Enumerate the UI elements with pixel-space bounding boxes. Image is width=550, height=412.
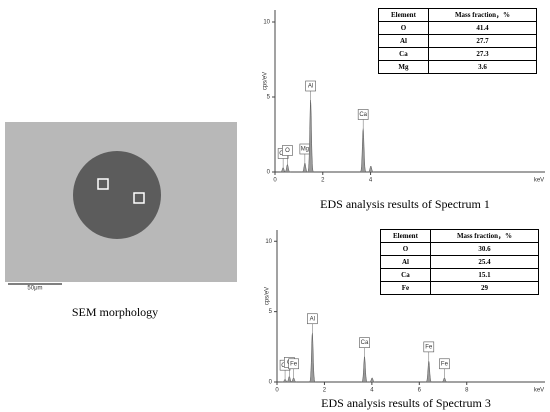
table-cell: 29 [429,281,540,295]
peak [283,164,291,173]
table-header: Element Mass fraction，% [378,8,538,22]
peak-label-box [305,80,316,92]
peak-label-box [359,337,370,348]
particle [73,151,161,239]
y-tick-label: 5 [269,309,273,315]
table-cell: Al [378,34,429,48]
table-row: O 41.4 [378,21,538,35]
x-tick-label: 4 [370,388,374,394]
table-row: Al 27.7 [378,34,538,48]
table-row: Ca 15.1 [380,268,540,282]
peak-label: Fe [290,361,298,367]
table-cell: 27.7 [427,34,538,48]
peak [425,360,433,383]
peak [285,375,293,383]
table-row: Mg 3.6 [378,60,538,74]
peak [301,162,309,173]
table-row: Ca 27.3 [378,47,538,61]
peak-label-box [423,341,435,353]
peak-label: Al [308,84,313,90]
table-cell: 41.4 [427,21,538,35]
table-cell: O [380,242,431,256]
peak [307,99,315,173]
peak-label: Fe [425,344,433,350]
y-tick-label: 10 [265,239,272,245]
caption: EDS analysis results of Spectrum 3 [321,396,491,410]
table-cell: Ca [378,47,429,61]
peak-label-box [439,358,450,370]
y-tick-label: 0 [267,170,271,176]
x-axis-label: keV [534,178,544,184]
y-tick-label: 5 [267,95,271,101]
table-cell: 30.6 [429,242,540,256]
table-cell: Element [380,229,431,243]
x-tick-label: 6 [418,388,422,394]
table-cell: 27.3 [427,47,538,61]
table-row: Al 25.4 [380,255,540,269]
peak-label: O [285,148,290,154]
peak-label: Ca [359,112,367,118]
spectrum-region [97,178,109,190]
y-tick-label: 10 [263,20,270,26]
x-axis-label: keV [534,388,544,394]
peak [308,332,316,383]
peak-label: Mg [301,147,309,153]
composition-table: Element Mass fraction，% O 30.6 Al 25.4 Ca 15.1 F… [380,229,540,295]
peak [359,128,367,173]
table-cell: Fe [380,281,431,295]
x-tick-label: 2 [323,388,327,394]
peak [367,165,375,173]
table-cell: 15.1 [429,268,540,282]
peak [361,356,368,383]
x-tick-label: 0 [275,388,279,394]
peak [368,377,376,383]
spectrum-region [133,192,145,204]
peak-label-box [282,145,293,156]
peak-label: Fe [441,361,449,367]
peak-label-box [288,358,299,370]
y-tick-label: 0 [269,380,273,386]
x-tick-label: 0 [273,178,277,184]
table-cell: Mass fraction，% [427,8,538,22]
composition-table: Element Mass fraction，% O 41.4 Al 27.7 Ca 27.3 M… [378,8,538,74]
peak-label-box [357,109,369,120]
x-tick-label: 4 [369,178,373,184]
peak [441,377,448,383]
table-cell: Mg [378,60,429,74]
x-tick-label: 8 [465,388,469,394]
x-tick-label: 2 [321,178,325,184]
table-cell: Ca [380,268,431,282]
peak-label: Al [310,316,315,322]
table-cell: 25.4 [429,255,540,269]
table-row: O 30.6 [380,242,540,256]
table-cell: Mass fraction，% [429,229,540,243]
caption: SEM morphology [72,305,158,319]
peak-label: Ca [361,340,369,346]
peak [290,377,298,383]
y-axis-label: cps/eV [265,287,271,305]
peak-label-box [307,313,318,325]
table-cell: Element [378,8,429,22]
table-cell: Al [380,255,431,269]
table-cell: O [378,21,429,35]
y-axis-label: cps/eV [263,72,269,90]
scale-label: 50μm [27,286,42,292]
table-header: Element Mass fraction，% [380,229,540,243]
table-cell: 3.6 [427,60,538,74]
table-row: Fe 29 [380,281,540,295]
caption: EDS analysis results of Spectrum 1 [320,197,490,211]
